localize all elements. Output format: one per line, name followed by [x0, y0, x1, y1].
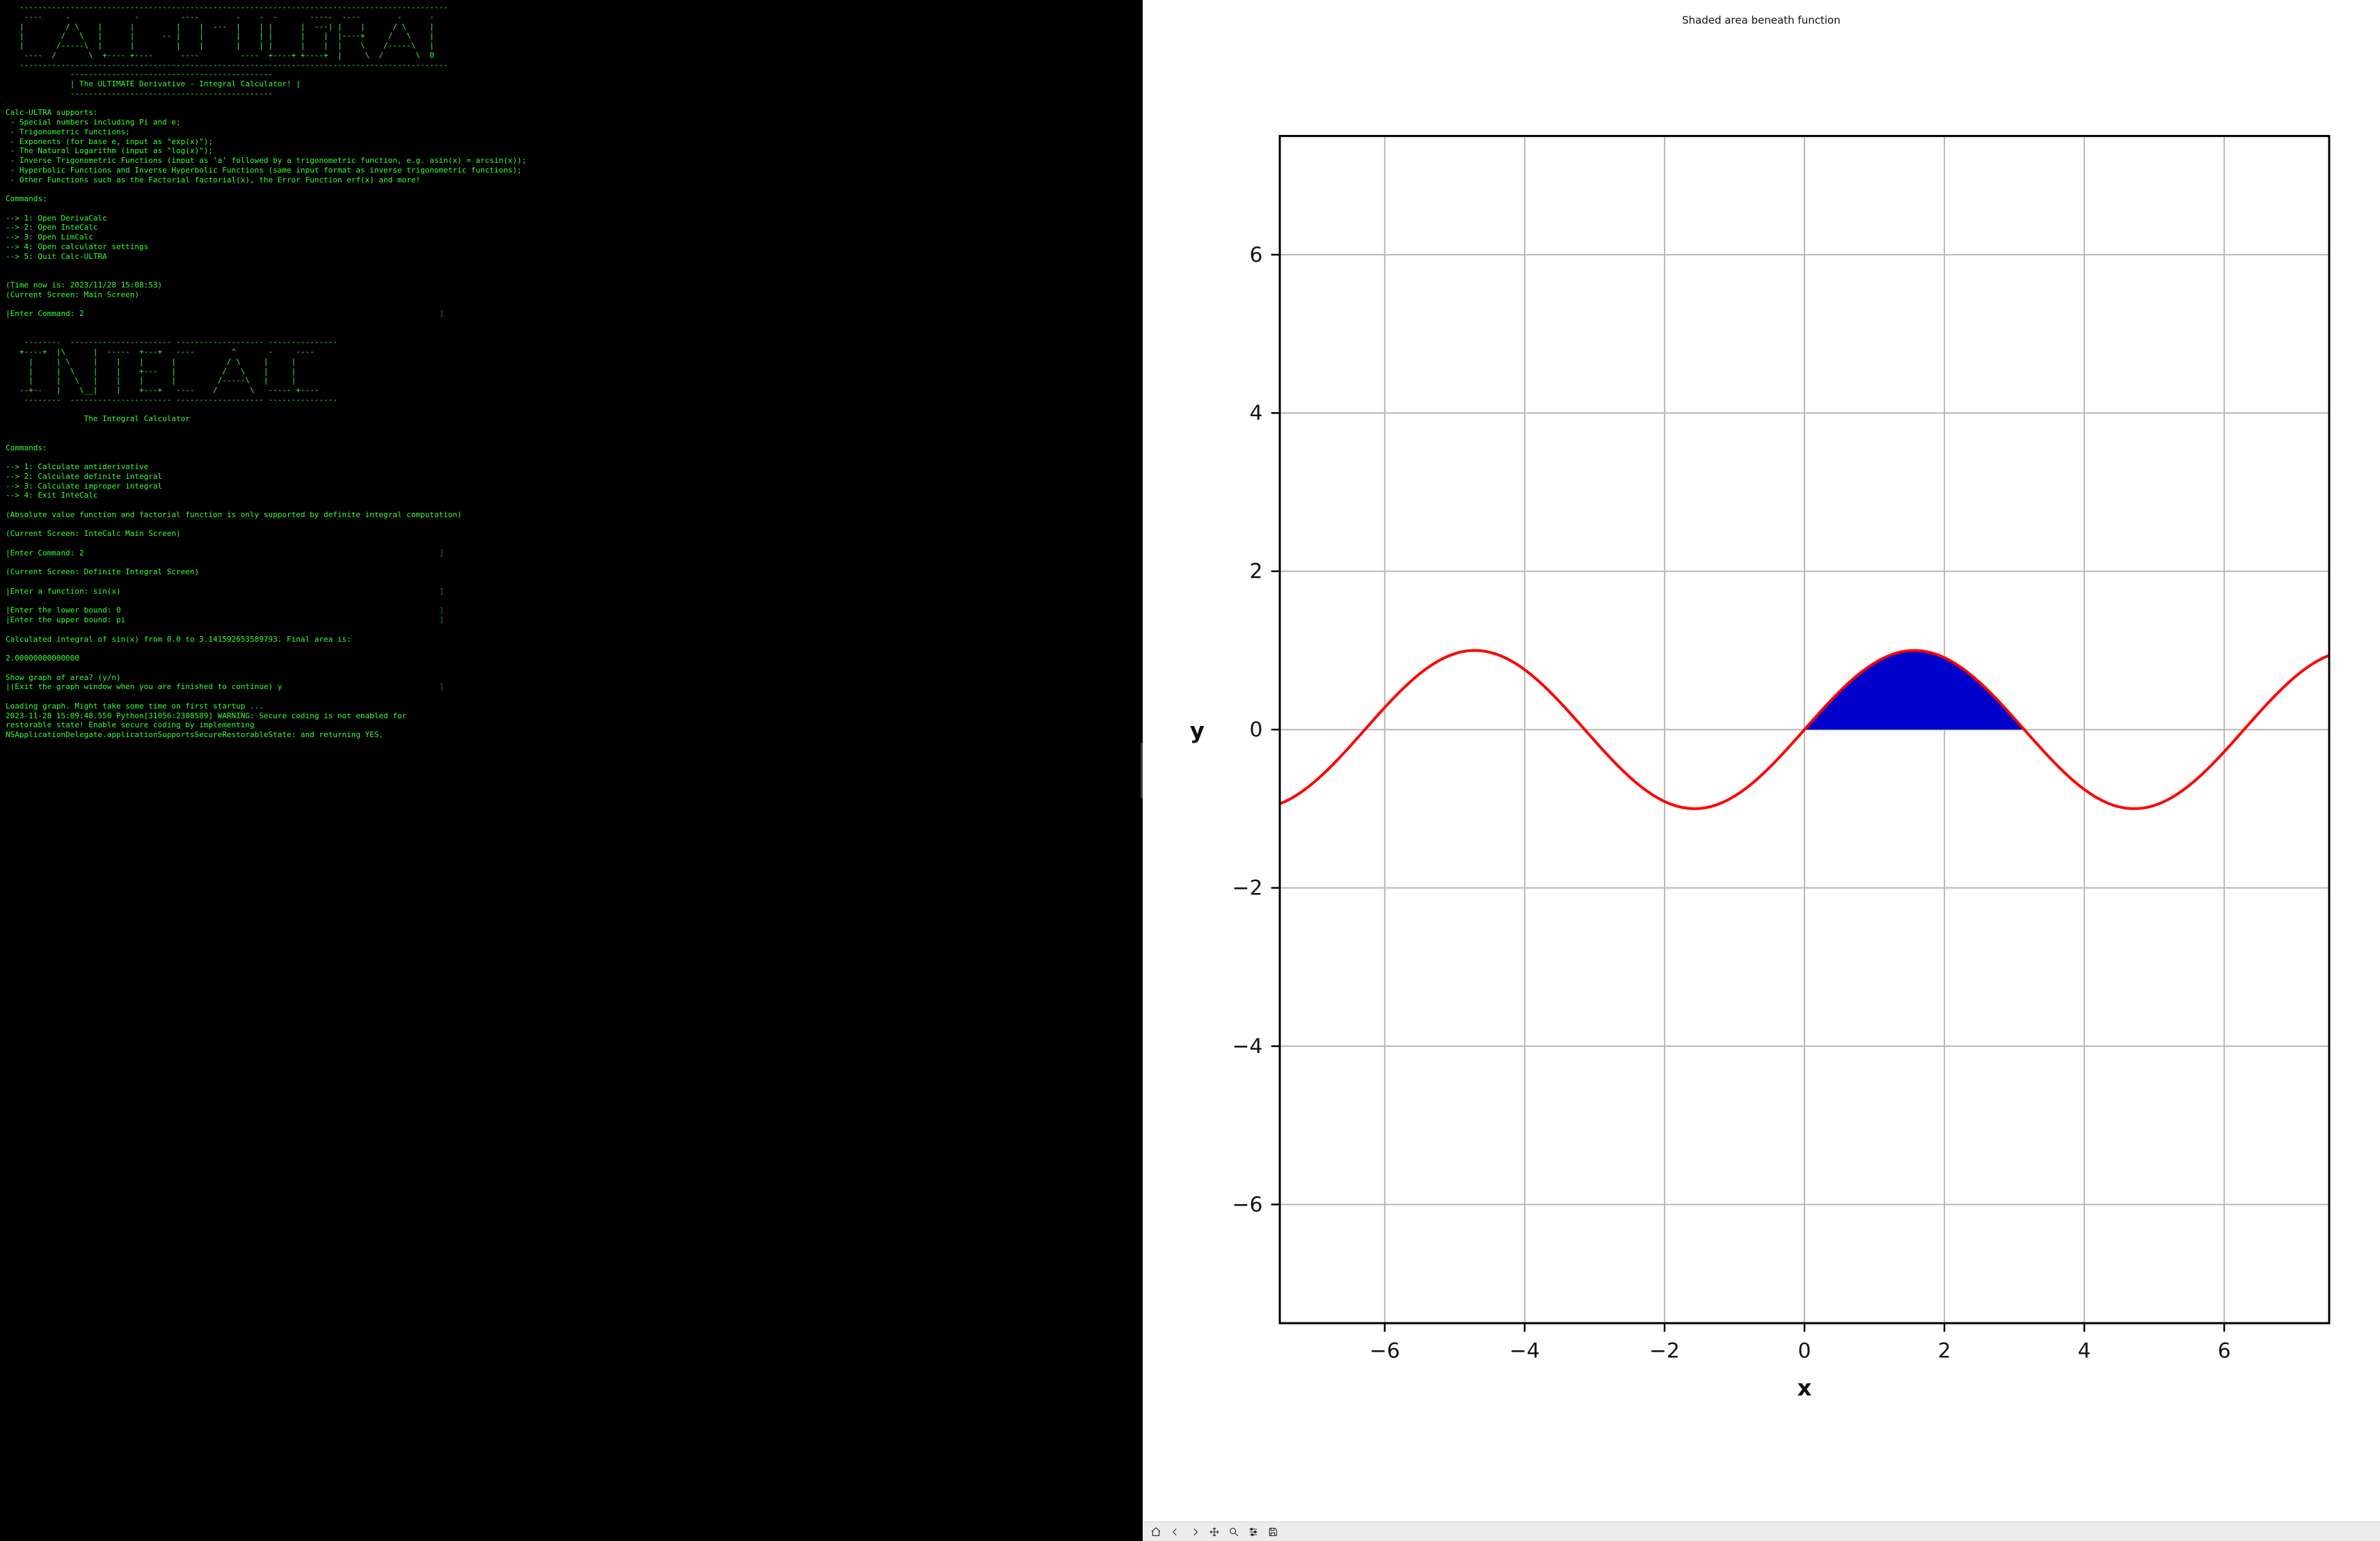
supports-5: - Hyperbolic Functions and Inverse Hyper… — [6, 166, 1137, 175]
screen-inte: (Current Screen: InteCalc Main Screen) — [6, 529, 1137, 539]
svg-text:−2: −2 — [1649, 1338, 1680, 1362]
svg-text:0: 0 — [1798, 1338, 1811, 1362]
configure-button[interactable] — [1244, 1524, 1262, 1540]
screen-definite: (Current Screen: Definite Integral Scree… — [6, 567, 1137, 577]
svg-text:6: 6 — [2217, 1338, 2230, 1362]
prompt-lower-bound[interactable]: |Enter the lower bound: 0] — [6, 606, 444, 615]
chart-title: Shaded area beneath function — [1159, 14, 2363, 26]
inte-cmd-4: --> 4: Exit InteCalc — [6, 491, 1137, 500]
mpl-toolbar — [1143, 1522, 2380, 1541]
inte-cmd-1: --> 1: Calculate antiderivative — [6, 462, 1137, 472]
prompt-inte-command[interactable]: |Enter Command: 2] — [6, 548, 444, 558]
svg-text:−6: −6 — [1232, 1192, 1262, 1216]
svg-text:4: 4 — [2077, 1338, 2091, 1362]
loading-line: Loading graph. Might take some time on f… — [6, 702, 1137, 711]
result-header: Calculated integral of sin(x) from 0.0 t… — [6, 635, 1137, 645]
ascii-banner-intecalc: -------- ---------------------- --------… — [6, 338, 1137, 404]
cmd-1: --> 1: Open DerivaCalc — [6, 214, 1137, 223]
inte-cmd-3: --> 3: Calculate improper integral — [6, 482, 1137, 491]
subtitle-bot: ----------------------------------------… — [6, 89, 1137, 99]
cmd-2: --> 2: Open InteCalc — [6, 223, 1137, 232]
figure-area: Shaded area beneath function −6−4−20246−… — [1143, 0, 2380, 1522]
supports-1: - Trigonometric functions; — [6, 127, 1137, 137]
home-button[interactable] — [1147, 1524, 1165, 1540]
svg-text:y: y — [1190, 718, 1205, 744]
commands-heading: Commands: — [6, 194, 1137, 204]
zoom-button[interactable] — [1225, 1524, 1243, 1540]
screen-main: (Current Screen: Main Screen) — [6, 290, 1137, 300]
figure-pane: Shaded area beneath function −6−4−20246−… — [1143, 0, 2380, 1541]
terminal-pane[interactable]: ----------------------------------------… — [0, 0, 1143, 1541]
supports-2: - Exponents (for base e, input as "exp(x… — [6, 137, 1137, 147]
cmd-5: --> 5: Quit Calc-ULTRA — [6, 252, 1137, 262]
inte-commands-heading: Commands: — [6, 443, 1137, 453]
intecalc-title: The Integral Calculator — [6, 414, 1137, 424]
svg-text:2: 2 — [1249, 559, 1262, 583]
pan-button[interactable] — [1205, 1524, 1223, 1540]
ascii-banner-main: ----------------------------------------… — [6, 3, 1137, 70]
supports-4: - Inverse Trigonometric Functions (input… — [6, 156, 1137, 166]
axes-wrap: −6 −4 −2 0 2 4 6 −6 −4 −2 0 2 4 6 x y — [1159, 31, 2363, 1515]
supports-heading: Calc-ULTRA supports: — [6, 108, 1137, 118]
svg-text:2: 2 — [1937, 1338, 1951, 1362]
cmd-3: --> 3: Open LimCalc — [6, 232, 1137, 242]
subtitle-mid: | The ULTIMATE Derivative - Integral Cal… — [6, 79, 1137, 89]
prompt-show-graph[interactable]: |(Exit the graph window when you are fin… — [6, 682, 444, 692]
svg-text:0: 0 — [1249, 717, 1262, 741]
prompt-function[interactable]: |Enter a function: sin(x)] — [6, 587, 444, 596]
save-button[interactable] — [1264, 1524, 1282, 1540]
inte-cmd-2: --> 2: Calculate definite integral — [6, 472, 1137, 482]
supports-6: - Other Functions such as the Factorial … — [6, 175, 1137, 185]
svg-text:−2: −2 — [1232, 876, 1262, 900]
plot-canvas[interactable]: −6 −4 −2 0 2 4 6 −6 −4 −2 0 2 4 6 x y — [1159, 31, 2363, 1515]
inte-note: (Absolute value function and factorial f… — [6, 510, 1137, 520]
terminal-scrollbar[interactable] — [1141, 743, 1143, 798]
supports-3: - The Natural Logarithm (input as "log(x… — [6, 146, 1137, 156]
graph-question: Show graph of area? (y/n) — [6, 673, 1137, 683]
prompt-main-command[interactable]: |Enter Command: 2] — [6, 309, 444, 319]
time-line: (Time now is: 2023/11/28 15:08:53) — [6, 280, 1137, 290]
svg-text:6: 6 — [1249, 242, 1262, 267]
warning-line: 2023-11-28 15:09:48.550 Python[31056:230… — [6, 711, 444, 740]
result-value: 2.00000000000000 — [6, 654, 1137, 663]
supports-0: - Special numbers including Pi and e; — [6, 118, 1137, 127]
svg-text:x: x — [1797, 1375, 1811, 1401]
back-button[interactable] — [1166, 1524, 1184, 1540]
svg-text:−6: −6 — [1370, 1338, 1400, 1362]
svg-text:−4: −4 — [1509, 1338, 1540, 1362]
svg-text:4: 4 — [1249, 400, 1262, 425]
prompt-upper-bound[interactable]: |Enter the upper bound: pi] — [6, 615, 444, 625]
subtitle-top: ----------------------------------------… — [6, 70, 1137, 79]
cmd-4: --> 4: Open calculator settings — [6, 242, 1137, 252]
svg-text:−4: −4 — [1232, 1034, 1262, 1058]
forward-button[interactable] — [1186, 1524, 1204, 1540]
